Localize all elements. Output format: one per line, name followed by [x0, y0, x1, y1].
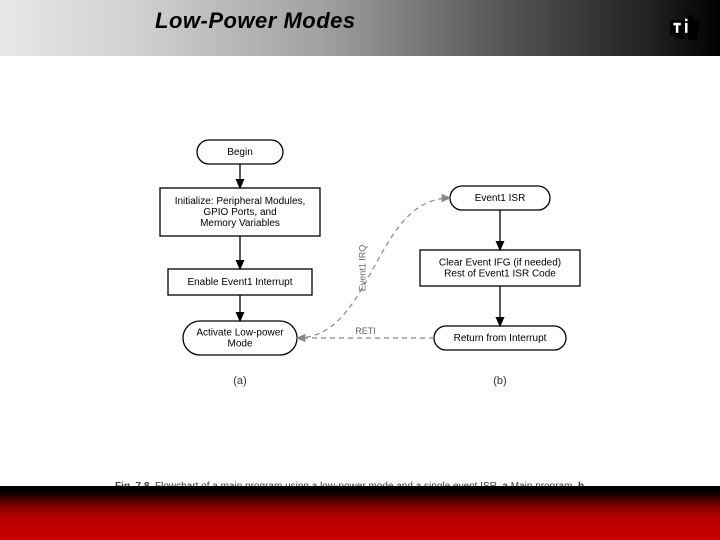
- node-text-clear-1: Rest of Event1 ISR Code: [444, 269, 556, 280]
- edge-label: RETI: [355, 326, 376, 336]
- col-label: (b): [493, 375, 506, 387]
- header-bar: Low-Power Modes: [0, 0, 720, 56]
- content-area: Begin Initialize: Peripheral Modules,GPIO…: [0, 56, 720, 476]
- node-text-activate-0: Activate Low-power: [196, 328, 284, 339]
- ti-logo: [668, 12, 702, 42]
- node-text-isr-0: Event1 ISR: [475, 193, 526, 204]
- page-title: Low-Power Modes: [155, 8, 356, 34]
- node-text-begin-0: Begin: [227, 147, 253, 158]
- flowchart-diagram: Begin Initialize: Peripheral Modules,GPIO…: [0, 56, 720, 476]
- node-text-clear-0: Clear Event IFG (if needed): [439, 258, 561, 269]
- node-text-init-0: Initialize: Peripheral Modules,: [175, 196, 306, 207]
- node-text-init-2: Memory Variables: [200, 218, 280, 229]
- node-text-activate-1: Mode: [227, 339, 252, 350]
- node-text-return-0: Return from Interrupt: [454, 333, 547, 344]
- edge-label: Event1 IRQ: [358, 245, 368, 292]
- footer-bar: [0, 486, 720, 540]
- node-text-init-1: GPIO Ports, and: [203, 207, 276, 218]
- node-text-enable-0: Enable Event1 Interrupt: [187, 277, 292, 288]
- col-label: (a): [233, 375, 246, 387]
